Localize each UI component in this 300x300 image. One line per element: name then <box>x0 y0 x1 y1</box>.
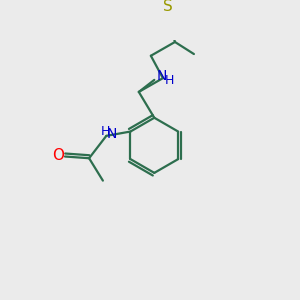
Text: O: O <box>52 148 64 163</box>
Text: H: H <box>165 74 175 87</box>
Text: H: H <box>101 125 110 138</box>
Text: S: S <box>163 0 173 14</box>
Text: N: N <box>106 127 117 141</box>
Text: N: N <box>157 69 167 82</box>
